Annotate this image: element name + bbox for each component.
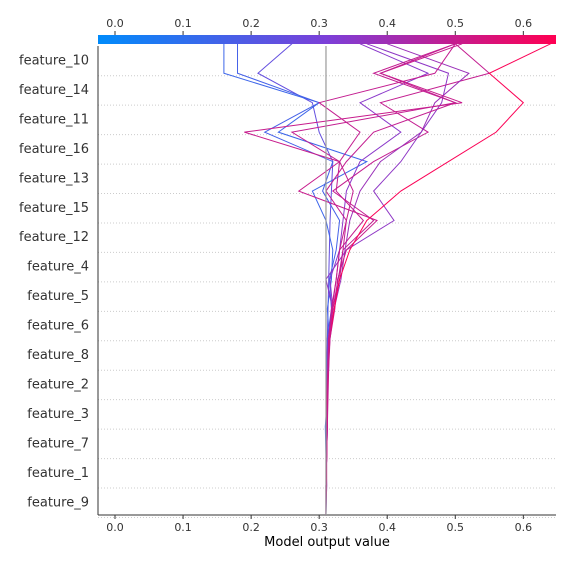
x-tick-label-bottom: 0.4 <box>378 521 396 534</box>
colorbar <box>98 35 556 44</box>
x-axis-label: Model output value <box>264 535 390 550</box>
x-tick-label-top: 0.0 <box>106 17 124 30</box>
feature-label: feature_15 <box>19 201 89 216</box>
decision-lines <box>223 43 551 516</box>
feature-label: feature_11 <box>19 112 89 127</box>
decision-line <box>325 43 491 515</box>
feature-label: feature_1 <box>27 466 89 481</box>
x-tick-label-bottom: 0.1 <box>174 521 192 534</box>
axis-frame <box>97 46 556 516</box>
x-tick-label-bottom: 0.2 <box>242 521 260 534</box>
x-tick-label-bottom: 0.0 <box>106 521 124 534</box>
feature-label: feature_8 <box>27 348 89 363</box>
decision-line <box>325 43 551 515</box>
feature-label: feature_12 <box>19 230 89 245</box>
decision-line <box>257 43 334 515</box>
feature-labels: feature_10 feature_14 feature_11 feature_16… <box>19 54 89 511</box>
feature-label: feature_4 <box>27 260 89 275</box>
feature-label: feature_9 <box>27 495 89 510</box>
x-tick-label-bottom: 0.3 <box>310 521 328 534</box>
x-tick-label-top: 0.2 <box>242 17 260 30</box>
x-tick-label-top: 0.1 <box>174 17 192 30</box>
x-tick-label-top: 0.4 <box>378 17 396 30</box>
x-tick-label-top: 0.6 <box>515 17 533 30</box>
feature-label: feature_3 <box>27 407 89 422</box>
feature-label: feature_14 <box>19 83 89 98</box>
decision-line <box>325 43 470 515</box>
x-tick-label-top: 0.5 <box>447 17 465 30</box>
feature-label: feature_13 <box>19 171 89 186</box>
feature-label: feature_7 <box>27 436 89 451</box>
feature-label: feature_10 <box>19 54 89 69</box>
feature-label: feature_5 <box>27 289 89 304</box>
x-tick-label-bottom: 0.6 <box>515 521 533 534</box>
decision-line <box>223 43 369 516</box>
decision-line <box>237 43 341 515</box>
feature-label: feature_16 <box>19 142 89 157</box>
feature-label: feature_2 <box>27 377 89 392</box>
ticks: 0.0 0.0 0.1 0.1 0.2 0.2 0.3 0.3 0.4 0.4 0.5 0.5 0.6 0… <box>106 17 532 534</box>
x-tick-label-bottom: 0.5 <box>447 521 465 534</box>
x-tick-label-top: 0.3 <box>310 17 328 30</box>
feature-label: feature_6 <box>27 319 89 334</box>
decision-line <box>318 43 456 515</box>
